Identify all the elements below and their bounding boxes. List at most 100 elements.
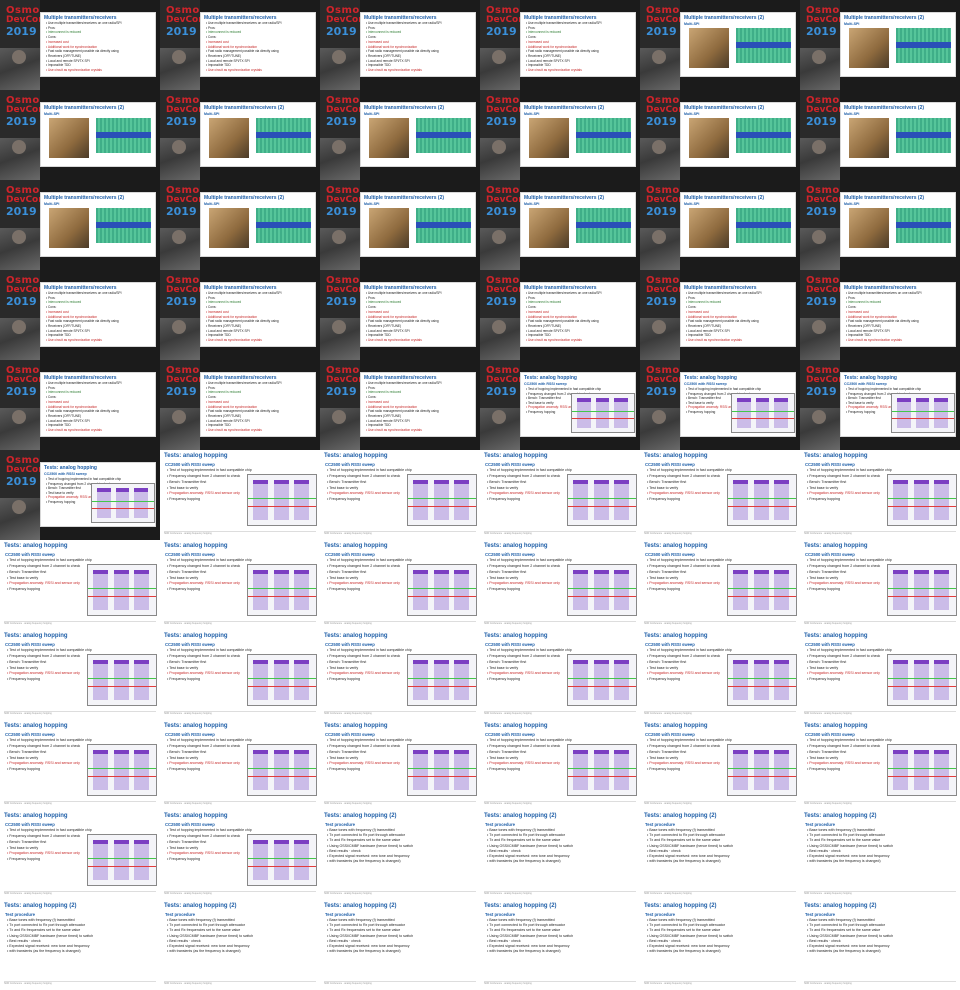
video-frame[interactable]: Tests: analog hopping CC2500 with RSSI sw… <box>640 630 800 720</box>
video-frame[interactable]: Tests: analog hopping (2) Test procedure •… <box>480 810 640 900</box>
video-frame[interactable]: OsmoDevCon2019Multiple transmitters/rece… <box>320 270 480 360</box>
video-frame[interactable]: OsmoDevCon2019Tests: analog hoppingCC250… <box>480 360 640 450</box>
video-frame[interactable]: Tests: analog hopping CC2500 with RSSI sw… <box>640 450 800 540</box>
video-frame[interactable]: Tests: analog hopping CC2500 with RSSI sw… <box>640 720 800 810</box>
video-frame[interactable]: OsmoDevCon2019Multiple transmitters/rece… <box>800 0 960 90</box>
slide-bullet: • Receivers (OFF/TUNE) <box>206 413 242 418</box>
video-frame[interactable]: Tests: analog hopping CC2500 with RSSI sw… <box>320 540 480 630</box>
video-frame[interactable]: Tests: analog hopping CC2500 with RSSI sw… <box>160 810 320 900</box>
video-frame[interactable]: Tests: analog hopping CC2500 with RSSI sw… <box>640 540 800 630</box>
video-frame[interactable]: OsmoDevCon2019Multiple transmitters/rece… <box>160 360 320 450</box>
plot-band <box>934 660 950 700</box>
video-frame[interactable]: OsmoDevCon2019Multiple transmitters/rece… <box>320 360 480 450</box>
video-frame[interactable]: OsmoDevCon2019Multiple transmitters/rece… <box>0 270 160 360</box>
threshold-line <box>888 767 956 769</box>
video-frame[interactable]: OsmoDevCon2019Multiple transmitters/rece… <box>640 270 800 360</box>
slide-title: Tests: analog hopping (2) <box>804 813 877 819</box>
logo-text: DevCon <box>326 15 360 25</box>
video-frame[interactable]: Tests: analog hopping CC2500 with RSSI sw… <box>0 810 160 900</box>
video-frame[interactable]: OsmoDevCon2019Multiple transmitters/rece… <box>480 270 640 360</box>
slide: Multiple transmitters/receivers • Use mul… <box>360 12 476 77</box>
video-frame[interactable]: OsmoDevCon2019Tests: analog hoppingCC250… <box>0 450 160 540</box>
logo-year: 2019 <box>166 385 197 398</box>
video-frame[interactable]: Tests: analog hopping CC2500 with RSSI sw… <box>160 540 320 630</box>
video-frame[interactable]: Tests: analog hopping (2) Test procedure •… <box>0 900 160 990</box>
video-frame[interactable]: Tests: analog hopping CC2500 with RSSI sw… <box>480 630 640 720</box>
slide-bullet: • Increased cost <box>46 399 69 404</box>
video-frame[interactable]: Tests: analog hopping CC2500 with RSSI sw… <box>0 540 160 630</box>
slide-bullet: • Increased cost <box>366 399 389 404</box>
slide-bullet: • Test of hopping implemented in fast co… <box>167 558 252 562</box>
video-frame[interactable]: OsmoDevCon2019Multiple transmitters/rece… <box>800 270 960 360</box>
video-frame[interactable]: Tests: analog hopping CC2500 with RSSI sw… <box>480 540 640 630</box>
video-frame[interactable]: OsmoDevCon2019Multiple transmitters/rece… <box>160 270 320 360</box>
slide-title: Tests: analog hopping <box>164 633 228 639</box>
video-frame[interactable]: Tests: analog hopping (2) Test procedure •… <box>640 900 800 990</box>
plot-band <box>614 570 630 610</box>
video-frame[interactable]: OsmoDevCon2019Multiple transmitters/rece… <box>480 0 640 90</box>
video-frame[interactable]: Tests: analog hopping (2) Test procedure •… <box>640 810 800 900</box>
slide-bullet: • Base tones with frequency (f) transmit… <box>647 828 715 832</box>
slide-bullet: • Bench: Transmitter first <box>526 396 561 400</box>
logo-year: 2019 <box>486 295 517 308</box>
plot-band <box>253 660 269 700</box>
video-frame[interactable]: OsmoDevCon2019Multiple transmitters/rece… <box>640 0 800 90</box>
slide-bullet: • Expected signal received: new tone and… <box>487 944 570 948</box>
slide-bullet: • Receivers (OFF/TUNE) <box>366 413 402 418</box>
video-frame[interactable]: Tests: analog hopping CC2500 with RSSI sw… <box>800 630 960 720</box>
video-frame[interactable]: Tests: analog hopping CC2500 with RSSI sw… <box>480 450 640 540</box>
video-frame[interactable]: OsmoDevCon2019Multiple transmitters/rece… <box>0 90 160 180</box>
logo-text: DevCon <box>806 195 840 205</box>
video-frame[interactable]: Tests: analog hopping CC2500 with RSSI sw… <box>480 720 640 810</box>
video-frame[interactable]: OsmoDevCon2019Multiple transmitters/rece… <box>800 90 960 180</box>
video-frame[interactable]: Tests: analog hopping (2) Test procedure •… <box>800 810 960 900</box>
video-frame[interactable]: Tests: analog hopping CC2500 with RSSI sw… <box>160 450 320 540</box>
video-frame[interactable]: Tests: analog hopping CC2500 with RSSI sw… <box>160 720 320 810</box>
video-frame[interactable]: OsmoDevCon2019Multiple transmitters/rece… <box>640 90 800 180</box>
video-frame[interactable]: Tests: analog hopping CC2500 with RSSI sw… <box>0 720 160 810</box>
video-frame[interactable]: OsmoDevCon2019Multiple transmitters/rece… <box>480 90 640 180</box>
plot-band <box>413 660 429 700</box>
video-frame[interactable]: Tests: analog hopping (2) Test procedure •… <box>160 900 320 990</box>
video-frame[interactable]: OsmoDevCon2019Multiple transmitters/rece… <box>320 0 480 90</box>
video-frame[interactable]: OsmoDevCon2019Multiple transmitters/rece… <box>320 180 480 270</box>
slide-bullet: • Tx and Rx frequencies set to the same … <box>807 928 881 933</box>
video-frame[interactable]: Tests: analog hopping (2) Test procedure •… <box>800 900 960 990</box>
slide-bullet: • Additional work for synchronization <box>366 44 418 49</box>
video-frame[interactable]: OsmoDevCon2019Multiple transmitters/rece… <box>0 180 160 270</box>
video-frame[interactable]: OsmoDevCon2019Multiple transmitters/rece… <box>800 180 960 270</box>
video-frame[interactable]: Tests: analog hopping (2) Test procedure •… <box>480 900 640 990</box>
slide-bullet: • Test of hopping implemented in fast co… <box>647 648 732 652</box>
slide: Multiple transmitters/receivers • Use mul… <box>40 372 156 437</box>
video-frame[interactable]: OsmoDevCon2019Multiple transmitters/rece… <box>160 0 320 90</box>
slide: Tests: analog hopping CC2500 with RSSI sw… <box>642 632 798 716</box>
video-frame[interactable]: Tests: analog hopping (2) Test procedure •… <box>320 810 480 900</box>
video-frame[interactable]: Tests: analog hopping CC2500 with RSSI sw… <box>320 630 480 720</box>
video-frame[interactable]: Tests: analog hopping CC2500 with RSSI sw… <box>160 630 320 720</box>
slide-title: Multiple transmitters/receivers (2) <box>364 195 445 201</box>
video-frame[interactable]: Tests: analog hopping CC2500 with RSSI sw… <box>800 450 960 540</box>
video-frame[interactable]: OsmoDevCon2019Tests: analog hoppingCC250… <box>640 360 800 450</box>
video-frame[interactable]: OsmoDevCon2019Multiple transmitters/rece… <box>0 0 160 90</box>
speaker-camera: OsmoDevCon2019 <box>480 180 520 270</box>
slide-bullet: • Test base to verify <box>7 575 39 580</box>
video-frame[interactable]: OsmoDevCon2019Multiple transmitters/rece… <box>640 180 800 270</box>
video-frame[interactable]: OsmoDevCon2019Multiple transmitters/rece… <box>320 90 480 180</box>
slide-title: Multiple transmitters/receivers <box>364 15 437 21</box>
slide-bullet: • Cons: <box>46 395 57 400</box>
video-frame[interactable]: OsmoDevCon2019Multiple transmitters/rece… <box>0 360 160 450</box>
video-frame[interactable]: Tests: analog hopping CC2500 with RSSI sw… <box>800 540 960 630</box>
video-frame[interactable]: OsmoDevCon2019Multiple transmitters/rece… <box>160 180 320 270</box>
video-frame[interactable]: Tests: analog hopping CC2500 with RSSI sw… <box>320 450 480 540</box>
video-frame[interactable]: OsmoDevCon2019Multiple transmitters/rece… <box>160 90 320 180</box>
video-frame[interactable]: Tests: analog hopping CC2500 with RSSI sw… <box>0 630 160 720</box>
video-frame[interactable]: Tests: analog hopping CC2500 with RSSI sw… <box>800 720 960 810</box>
video-frame[interactable]: OsmoDevCon2019Tests: analog hoppingCC250… <box>800 360 960 450</box>
video-frame[interactable]: Tests: analog hopping CC2500 with RSSI sw… <box>320 720 480 810</box>
slide-bullet: • Frequency changed from 2 channel to ch… <box>807 743 881 748</box>
spectrum-plot <box>567 474 637 526</box>
plot-band <box>893 750 909 790</box>
logo-year: 2019 <box>806 295 837 308</box>
video-frame[interactable]: OsmoDevCon2019Multiple transmitters/rece… <box>480 180 640 270</box>
video-frame[interactable]: Tests: analog hopping (2) Test procedure •… <box>320 900 480 990</box>
